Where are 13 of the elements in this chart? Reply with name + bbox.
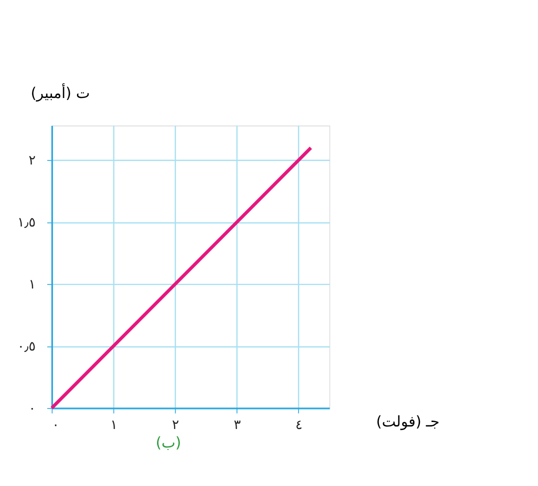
y-tick-label: ٢ bbox=[28, 154, 36, 169]
x-tick-label: ٤ bbox=[295, 418, 302, 434]
text: (ب) bbox=[156, 434, 182, 452]
x-tick-label: ٠ bbox=[52, 418, 60, 434]
x-tick-label: ١ bbox=[110, 418, 118, 434]
y-tick-label: ١٫٥ bbox=[17, 216, 36, 231]
y-axis-title: ت (أمبير) bbox=[30, 82, 90, 102]
x-tick-label: ٣ bbox=[234, 418, 241, 434]
y-tick-label: ٠٫٥ bbox=[17, 340, 36, 355]
x-axis-title: جـ (فولت) bbox=[376, 414, 440, 431]
y-tick-label: ٠ bbox=[28, 402, 36, 417]
x-tick-label: ٢ bbox=[172, 418, 180, 434]
y-tick-label: ١ bbox=[28, 278, 36, 293]
